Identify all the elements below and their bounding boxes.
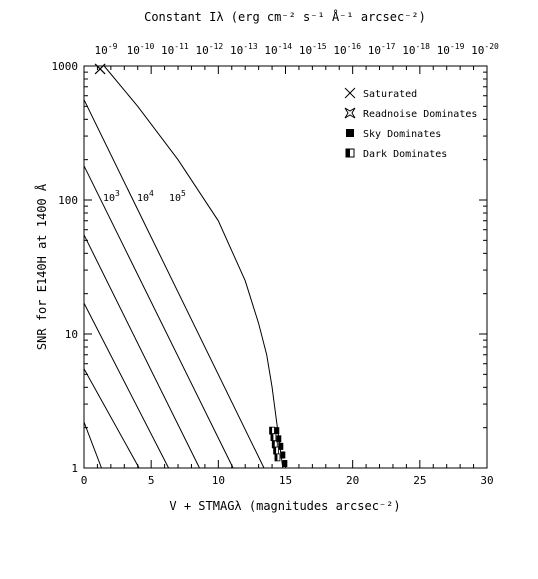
top-tick-label: 10-15 [299, 42, 327, 57]
legend-item: Readnoise Dominates [344, 107, 477, 120]
axis-layer: 0 5 10 15 20 25 30 1 10 100 1000 10-9 10-10 10-11 10-1… [52, 42, 500, 487]
dark-marker-1 [269, 426, 275, 435]
series-line-5 [83, 165, 234, 469]
sky-marker-8 [278, 442, 284, 450]
series-line-6 [83, 99, 265, 469]
dark-marker-fill [269, 427, 273, 435]
filled-square-icon [346, 129, 354, 137]
top-tick-label: 10-10 [127, 42, 155, 57]
cross-icon [344, 87, 356, 99]
series-line-2 [83, 368, 140, 469]
series-line-1 [83, 421, 102, 469]
x-tick-label: 15 [279, 474, 292, 487]
top-axis-title: Constant Iλ (erg cm⁻² s⁻¹ Å⁻¹ arcsec⁻²) [144, 9, 426, 24]
sky-marker-6 [274, 427, 280, 435]
series-line-7 [103, 65, 284, 469]
curve-label-1: 103 [103, 189, 120, 204]
top-tick-label: 10-13 [230, 42, 258, 57]
top-tick-label: 10-19 [437, 42, 465, 57]
y-tick-label: 100 [58, 194, 78, 207]
dark-marker-4 [273, 446, 279, 455]
top-tick-label: 10-18 [402, 42, 430, 57]
half-square-fill [346, 149, 350, 157]
y-tick-label: 1 [71, 462, 78, 475]
x-tick-label: 5 [148, 474, 155, 487]
sky-marker-7 [276, 435, 282, 443]
legend-item: Dark Dominates [345, 148, 447, 160]
star-icon [344, 107, 356, 119]
dark-marker-2 [270, 433, 277, 442]
dark-marker-5 [274, 453, 281, 462]
top-tick-label: 10-14 [264, 42, 292, 57]
y-tick-label: 1000 [52, 60, 79, 73]
y-tick-label: 10 [65, 328, 78, 341]
x-tick-label: 10 [212, 474, 225, 487]
plot-frame [83, 65, 488, 469]
saturated-marker [94, 63, 106, 75]
x-tick-label: 0 [81, 474, 88, 487]
legend-label: Readnoise Dominates [363, 109, 477, 120]
sky-marker-9 [280, 451, 286, 459]
top-tick-label: 10-9 [95, 42, 118, 57]
legend: Saturated Readnoise Dominates Sky Dominate… [344, 87, 477, 160]
sky-marker-10 [282, 460, 288, 468]
top-tick-label: 10-17 [368, 42, 396, 57]
dark-marker-fill [272, 440, 275, 448]
top-tick-label: 10-12 [196, 42, 224, 57]
series-line-3 [83, 302, 170, 469]
marker-layer [94, 63, 288, 468]
x-tick-label: 25 [413, 474, 426, 487]
y-axis-title: SNR for E140H at 1400 Å [34, 183, 49, 350]
saturated-marker-stroke [94, 63, 106, 75]
x-tick-label: 30 [480, 474, 493, 487]
legend-label: Sky Dominates [363, 129, 441, 140]
dark-marker-fill [274, 453, 278, 461]
x-tick-label: 20 [346, 474, 359, 487]
top-tick-label: 10-16 [333, 42, 361, 57]
dark-marker-fill [270, 433, 274, 441]
dark-marker-fill [273, 447, 277, 455]
series-layer [83, 65, 284, 469]
legend-label: Saturated [363, 89, 417, 100]
series-line-4 [83, 234, 200, 469]
x-axis-title: V + STMAGλ (magnitudes arcsec⁻²) [169, 499, 400, 513]
legend-item: Sky Dominates [346, 129, 441, 140]
curve-label-3: 105 [169, 189, 186, 204]
top-tick-label: 10-20 [471, 42, 499, 57]
curve-label-layer: 103 104 105 [103, 189, 186, 204]
legend-label: Dark Dominates [363, 149, 447, 160]
legend-item: Saturated [344, 87, 417, 100]
curve-label-2: 104 [137, 189, 154, 204]
top-tick-label: 10-11 [161, 42, 189, 57]
